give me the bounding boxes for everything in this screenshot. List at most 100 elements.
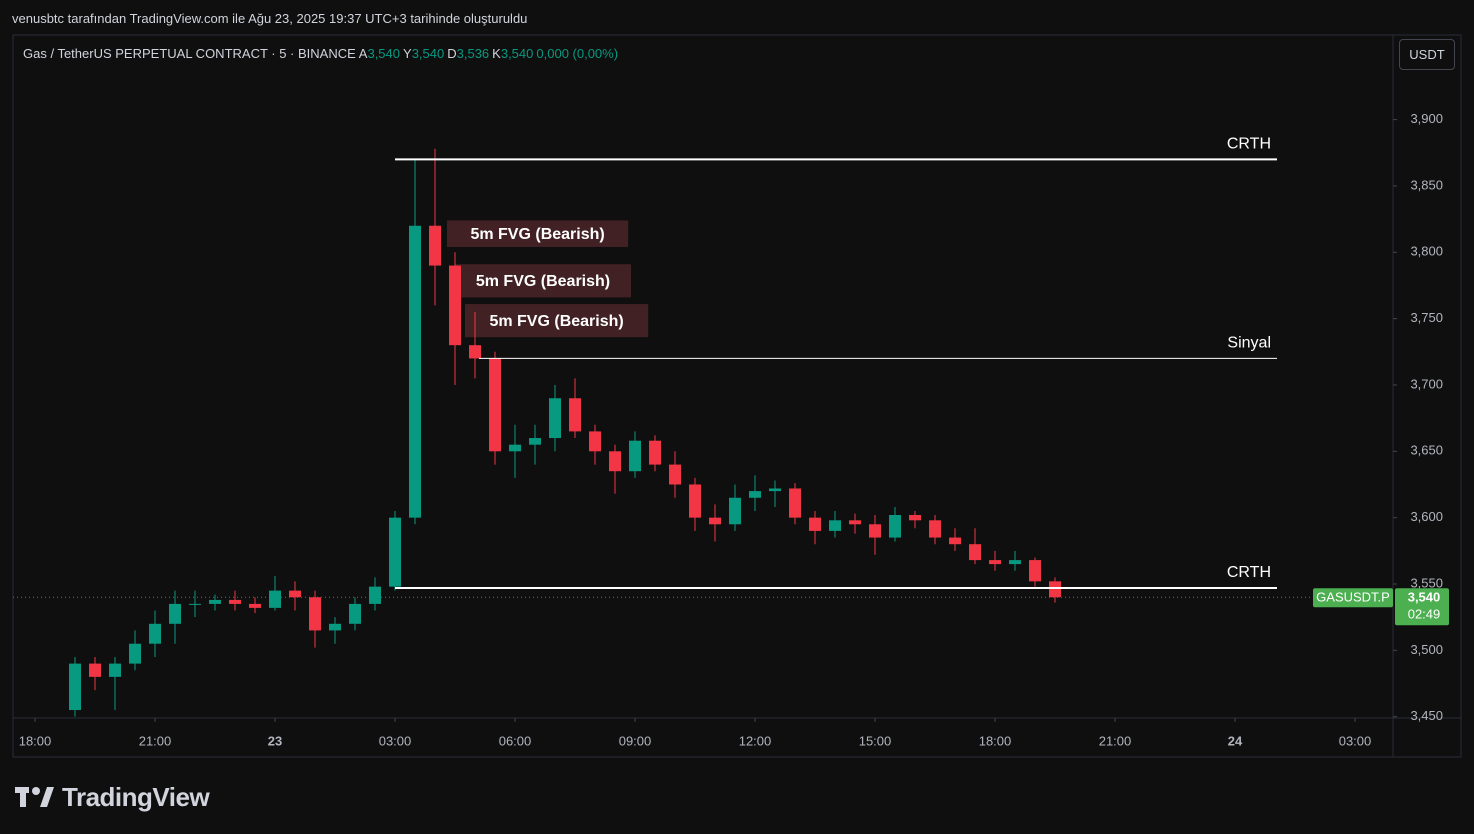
x-tick-label: 15:00	[859, 733, 892, 748]
candle-body	[109, 663, 121, 677]
fvg-label: 5m FVG (Bearish)	[476, 273, 610, 290]
candle-body	[949, 537, 961, 545]
currency-button[interactable]: USDT	[1399, 39, 1455, 70]
y-tick-label: 3,750	[1410, 310, 1443, 325]
candle-body	[69, 663, 81, 711]
level-label: Sinyal	[1227, 335, 1271, 352]
candle-body	[749, 491, 761, 498]
candle-body	[909, 514, 921, 521]
candle-body	[349, 603, 361, 624]
y-tick-label: 3,500	[1410, 642, 1443, 657]
ohlc-value: 3,540	[500, 46, 534, 61]
candle-body	[369, 586, 381, 604]
candle-body	[969, 544, 981, 561]
candle-body	[229, 599, 241, 604]
candle-body	[649, 440, 661, 465]
x-tick-label: 03:00	[1339, 733, 1372, 748]
candle-body	[249, 603, 261, 608]
candle-body	[209, 599, 221, 604]
candle-body	[449, 265, 461, 346]
candle-body	[489, 358, 501, 452]
candle-body	[129, 643, 141, 664]
fvg-label: 5m FVG (Bearish)	[470, 226, 604, 243]
candle-body	[289, 590, 301, 598]
candle-body	[609, 451, 621, 472]
candle-body	[669, 464, 681, 485]
candle-body	[89, 663, 101, 677]
candle-body	[589, 431, 601, 452]
y-tick-label: 3,850	[1410, 177, 1443, 192]
candle-body	[769, 488, 781, 492]
price-badge-label: 3,540	[1408, 590, 1441, 605]
candle-body	[809, 517, 821, 531]
candle-body	[729, 497, 741, 525]
candle-body	[309, 597, 321, 631]
ohlc-key: D	[447, 46, 457, 61]
candle-body	[989, 560, 1001, 565]
x-tick-label: 06:00	[499, 733, 532, 748]
candle-body	[889, 514, 901, 538]
x-tick-label: 21:00	[139, 733, 172, 748]
level-label: CRTH	[1227, 564, 1271, 581]
candle-body	[1009, 560, 1021, 565]
x-tick-label: 18:00	[979, 733, 1012, 748]
fvg-zone	[465, 304, 649, 338]
symbol-title: Gas / TetherUS PERPETUAL CONTRACT · 5 · …	[23, 46, 356, 61]
candle-body	[169, 603, 181, 624]
y-tick-label: 3,450	[1410, 708, 1443, 723]
logo: TradingView	[62, 782, 210, 812]
fvg-zone	[447, 220, 629, 247]
ohlc-value: 3,536	[456, 46, 490, 61]
legend: Gas / TetherUS PERPETUAL CONTRACT · 5 · …	[23, 46, 621, 61]
ohlc-key: A	[358, 46, 368, 61]
candle-body	[789, 488, 801, 518]
candle-body	[1049, 581, 1061, 598]
candle-body	[1029, 560, 1041, 582]
x-tick-label: 03:00	[379, 733, 412, 748]
candle-body	[929, 520, 941, 538]
x-tick-label: 12:00	[739, 733, 772, 748]
candle-body	[829, 520, 841, 531]
x-tick-label: 18:00	[19, 733, 52, 748]
logo-icon	[15, 787, 54, 807]
y-tick-label: 3,800	[1410, 244, 1443, 259]
candle-body	[689, 484, 701, 518]
candle-body	[629, 440, 641, 472]
price-badge	[1395, 588, 1449, 626]
y-tick-label: 3,700	[1410, 376, 1443, 391]
countdown-label: 02:49	[1408, 607, 1441, 622]
caption: venusbtc tarafından TradingView.com ile …	[12, 11, 528, 26]
y-tick-label: 3,900	[1410, 111, 1443, 126]
candle-body	[429, 225, 441, 266]
change: 0,000 (0,00%)	[536, 46, 619, 61]
candle-body	[549, 398, 561, 439]
candle-body	[529, 438, 541, 445]
y-tick-label: 3,550	[1410, 575, 1443, 590]
y-tick-label: 3,650	[1410, 443, 1443, 458]
candle-body	[329, 623, 341, 631]
level-label: CRTH	[1227, 136, 1271, 153]
y-tick-label: 3,600	[1410, 509, 1443, 524]
candle-body	[569, 398, 581, 432]
ohlc-value: 3,540	[411, 46, 445, 61]
candle-body	[409, 225, 421, 518]
x-tick-label: 21:00	[1099, 733, 1132, 748]
candle-body	[869, 524, 881, 538]
symbol-badge-label: GASUSDT.P	[1316, 590, 1390, 605]
ohlc-key: K	[492, 46, 501, 61]
fvg-label: 5m FVG (Bearish)	[489, 313, 623, 330]
candle-body	[709, 517, 721, 525]
candle-body	[509, 444, 521, 452]
ohlc-key: Y	[403, 46, 412, 61]
fvg-zone	[455, 264, 631, 298]
chart-frame	[12, 34, 1462, 758]
symbol-badge	[1313, 588, 1393, 608]
candle-body	[849, 520, 861, 525]
x-tick-label: 23	[268, 733, 282, 748]
candle-body	[189, 603, 201, 605]
candle-body	[269, 590, 281, 608]
candle-body	[469, 345, 481, 359]
candle-body	[389, 517, 401, 587]
